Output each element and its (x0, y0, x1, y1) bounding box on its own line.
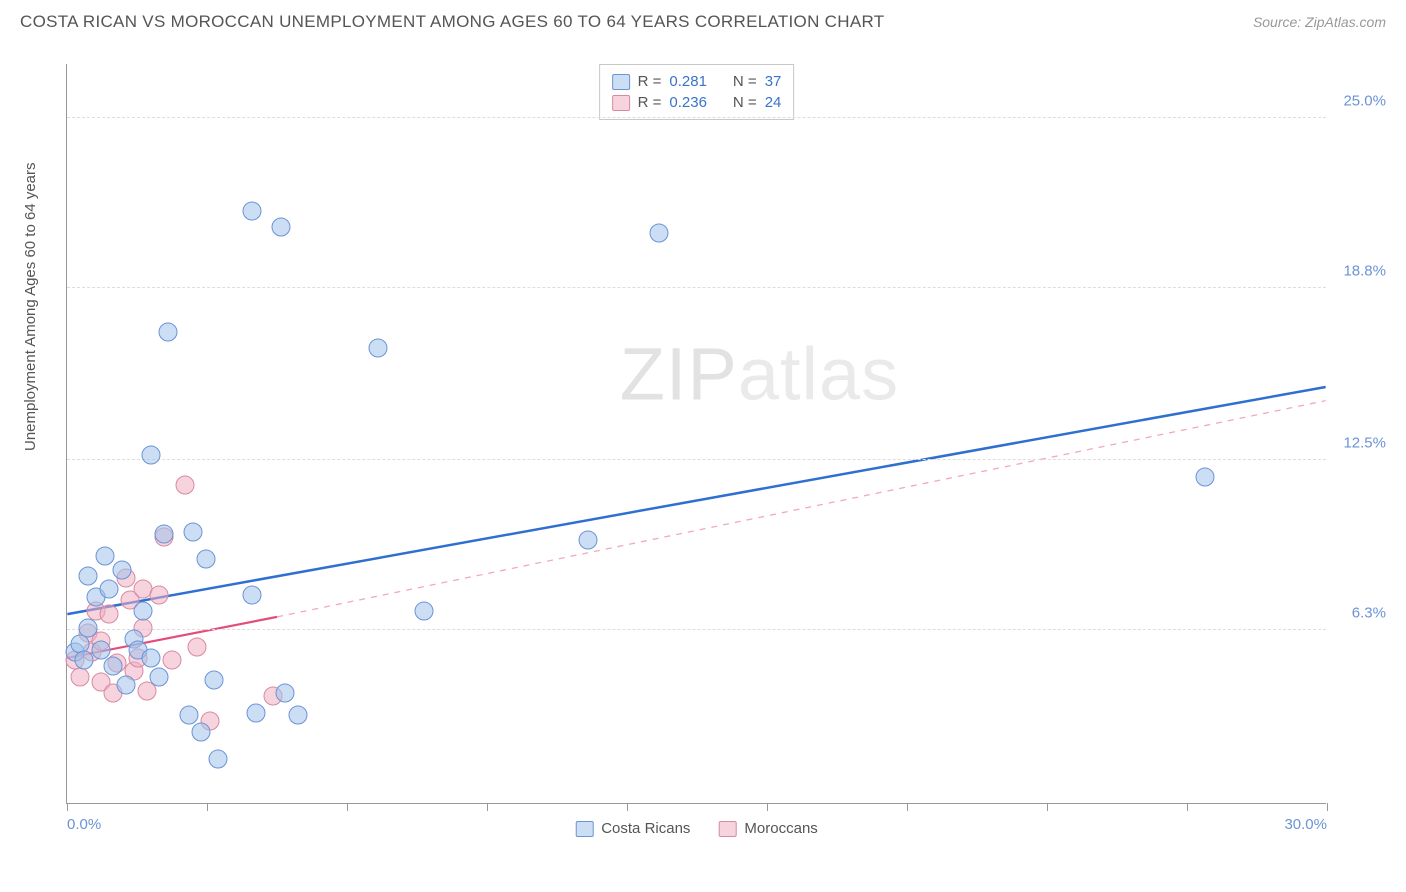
legend-label-costa-ricans: Costa Ricans (601, 820, 690, 837)
stats-row-costa-ricans: R = 0.281 N = 37 (612, 71, 782, 92)
x-tick (207, 803, 208, 811)
x-tick (767, 803, 768, 811)
source-label: Source: ZipAtlas.com (1253, 14, 1386, 30)
scatter-point-costa-ricans (116, 676, 135, 695)
scatter-point-costa-ricans (74, 651, 93, 670)
scatter-point-costa-ricans (154, 525, 173, 544)
y-tick-label: 6.3% (1352, 605, 1386, 622)
scatter-point-costa-ricans (150, 667, 169, 686)
r-label-s1: R = (638, 73, 662, 90)
scatter-point-moroccans (188, 637, 207, 656)
x-tick-label-start: 0.0% (67, 816, 101, 833)
trendline-moroccans-extrapolated (277, 401, 1326, 617)
y-tick-label: 12.5% (1343, 435, 1386, 452)
x-tick (907, 803, 908, 811)
legend-item-costa-ricans: Costa Ricans (575, 820, 690, 837)
scatter-point-moroccans (70, 667, 89, 686)
stats-legend-box: R = 0.281 N = 37 R = 0.236 N = 24 (599, 64, 795, 120)
n-value-s1: 37 (765, 73, 782, 90)
plot-region: ZIPatlas R = 0.281 N = 37 R = 0.236 N = … (66, 64, 1326, 804)
x-tick (347, 803, 348, 811)
chart-area: Unemployment Among Ages 60 to 64 years Z… (36, 56, 1386, 856)
scatter-point-moroccans (100, 604, 119, 623)
scatter-point-costa-ricans (242, 585, 261, 604)
scatter-point-costa-ricans (247, 703, 266, 722)
legend-item-moroccans: Moroccans (718, 820, 817, 837)
legend-label-moroccans: Moroccans (744, 820, 817, 837)
gridline (67, 117, 1326, 118)
n-label-s1: N = (733, 73, 757, 90)
chart-title: COSTA RICAN VS MOROCCAN UNEMPLOYMENT AMO… (20, 12, 884, 32)
gridline (67, 459, 1326, 460)
trend-lines-layer (67, 64, 1326, 803)
swatch-costa-ricans (612, 74, 630, 90)
scatter-point-costa-ricans (1196, 467, 1215, 486)
scatter-point-costa-ricans (104, 656, 123, 675)
gridline (67, 287, 1326, 288)
swatch-costa-ricans-icon (575, 821, 593, 837)
r-value-s1: 0.281 (669, 73, 707, 90)
swatch-moroccans (612, 95, 630, 111)
scatter-point-costa-ricans (112, 561, 131, 580)
x-tick (1327, 803, 1328, 811)
scatter-point-costa-ricans (368, 339, 387, 358)
r-label-s2: R = (638, 94, 662, 111)
scatter-point-costa-ricans (650, 223, 669, 242)
x-tick (67, 803, 68, 811)
y-axis-label: Unemployment Among Ages 60 to 64 years (22, 162, 39, 451)
bottom-legend: Costa Ricans Moroccans (575, 820, 818, 837)
y-tick-label: 25.0% (1343, 92, 1386, 109)
scatter-point-costa-ricans (95, 547, 114, 566)
x-tick (487, 803, 488, 811)
scatter-point-costa-ricans (184, 522, 203, 541)
scatter-point-costa-ricans (79, 618, 98, 637)
scatter-point-costa-ricans (276, 684, 295, 703)
scatter-point-costa-ricans (196, 550, 215, 569)
scatter-point-costa-ricans (79, 566, 98, 585)
scatter-point-costa-ricans (142, 445, 161, 464)
stats-row-moroccans: R = 0.236 N = 24 (612, 92, 782, 113)
scatter-point-costa-ricans (192, 722, 211, 741)
gridline (67, 629, 1326, 630)
r-value-s2: 0.236 (669, 94, 707, 111)
x-tick (1187, 803, 1188, 811)
swatch-moroccans-icon (718, 821, 736, 837)
scatter-point-moroccans (150, 585, 169, 604)
scatter-point-costa-ricans (205, 670, 224, 689)
scatter-point-costa-ricans (142, 648, 161, 667)
scatter-point-costa-ricans (91, 640, 110, 659)
x-tick (627, 803, 628, 811)
scatter-point-costa-ricans (242, 202, 261, 221)
scatter-point-costa-ricans (100, 580, 119, 599)
y-tick-label: 18.8% (1343, 262, 1386, 279)
scatter-point-moroccans (163, 651, 182, 670)
scatter-point-costa-ricans (133, 602, 152, 621)
scatter-point-costa-ricans (289, 706, 308, 725)
scatter-point-costa-ricans (272, 218, 291, 237)
scatter-point-costa-ricans (209, 750, 228, 769)
n-value-s2: 24 (765, 94, 782, 111)
scatter-point-costa-ricans (415, 602, 434, 621)
scatter-point-moroccans (175, 476, 194, 495)
scatter-point-costa-ricans (578, 530, 597, 549)
n-label-s2: N = (733, 94, 757, 111)
x-tick (1047, 803, 1048, 811)
scatter-point-costa-ricans (179, 706, 198, 725)
x-tick-label-end: 30.0% (1284, 816, 1327, 833)
scatter-point-costa-ricans (158, 322, 177, 341)
trendline-costa-ricans (67, 387, 1325, 614)
